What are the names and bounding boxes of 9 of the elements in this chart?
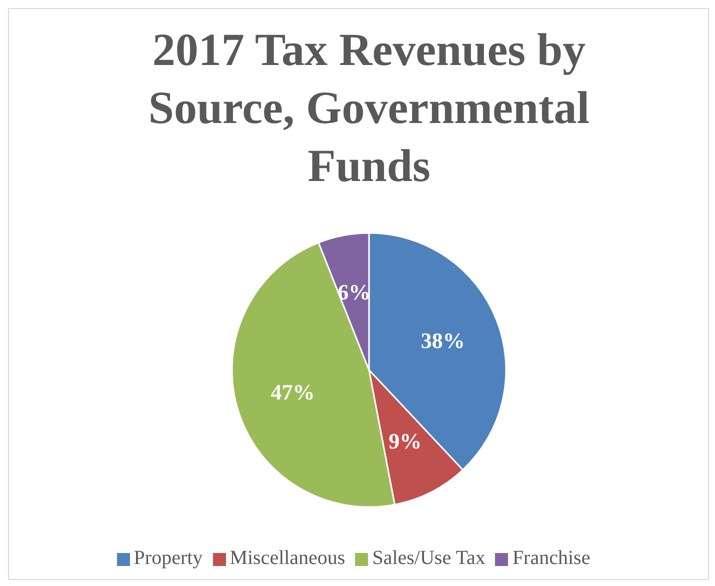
legend-label: Sales/Use Tax — [372, 547, 486, 569]
data-label: 38% — [420, 328, 465, 354]
chart-title: 2017 Tax Revenues by Source, Governmental Funds — [147, 23, 591, 193]
legend-label: Property — [134, 547, 203, 569]
data-label: 6% — [338, 279, 371, 304]
legend-label: Franchise — [512, 547, 590, 569]
legend-label: Miscellaneous — [230, 547, 346, 569]
data-label: 9% — [388, 428, 422, 454]
data-label: 47% — [270, 380, 315, 405]
